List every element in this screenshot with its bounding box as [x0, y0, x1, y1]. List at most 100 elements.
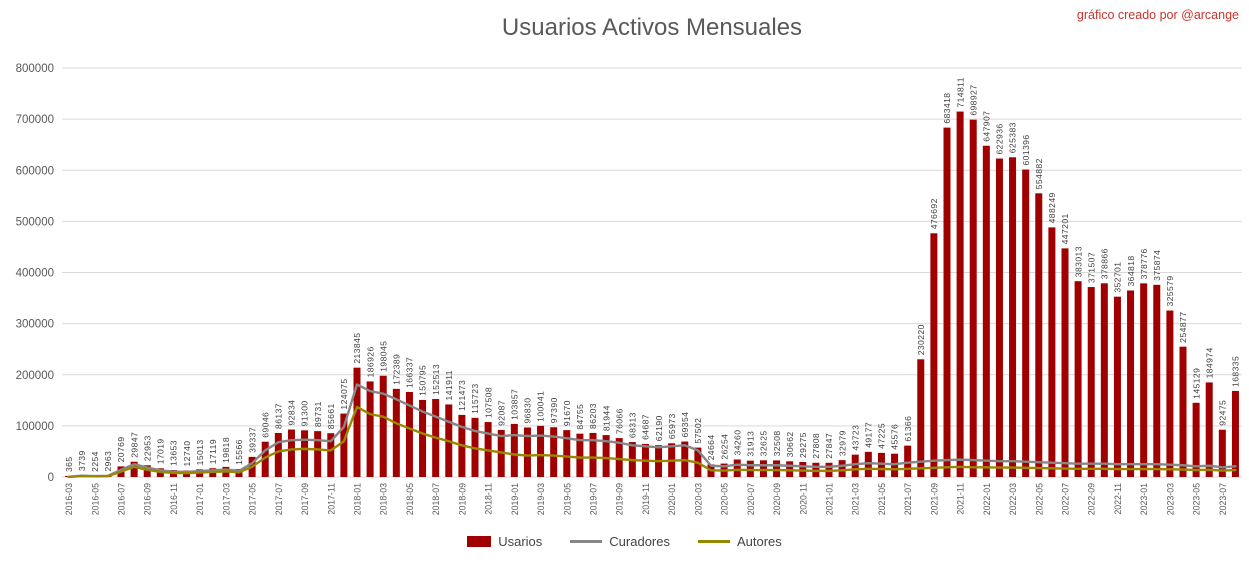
bar — [314, 431, 322, 477]
bar — [523, 427, 531, 477]
bar-value-label: 172389 — [392, 354, 402, 385]
x-axis-label: 2017-09 — [300, 483, 310, 515]
bar — [563, 430, 571, 477]
bar — [1192, 402, 1200, 477]
curadores-line — [67, 383, 1237, 479]
bar — [1127, 290, 1135, 477]
bar-value-label: 62190 — [654, 415, 664, 441]
bar-value-label: 86203 — [588, 403, 598, 429]
bar — [419, 399, 427, 477]
bar — [130, 461, 138, 477]
bar — [1074, 281, 1082, 477]
bar — [930, 233, 938, 477]
bar — [143, 465, 151, 477]
x-axis-label: 2023-07 — [1218, 483, 1228, 515]
bar — [877, 452, 885, 477]
legend: Usarios Curadores Autores — [0, 534, 1249, 549]
bar — [995, 158, 1003, 477]
bar-value-label: 476692 — [929, 198, 939, 229]
x-axis-label: 2018-05 — [405, 483, 415, 515]
x-axis-label: 2018-07 — [431, 483, 441, 515]
bar-value-label: 43723 — [850, 425, 860, 451]
x-axis-label: 2022-05 — [1034, 483, 1044, 515]
bar-value-label: 91300 — [300, 400, 310, 426]
bar-value-label: 325579 — [1165, 275, 1175, 306]
bar-value-label: 13653 — [169, 440, 179, 466]
x-axis-label: 2020-01 — [667, 483, 677, 515]
bar-value-label: 29847 — [129, 432, 139, 458]
bar-value-label: 49177 — [864, 422, 874, 448]
bar-value-label: 698927 — [968, 85, 978, 116]
bar-value-label: 81944 — [601, 405, 611, 431]
x-axis-label: 2022-11 — [1113, 483, 1123, 515]
bar-value-label: 19818 — [221, 437, 231, 463]
y-axis-label: 800000 — [16, 63, 54, 75]
x-axis-label: 2022-03 — [1008, 483, 1018, 515]
x-axis-label: 2021-11 — [956, 483, 966, 515]
bar — [340, 413, 348, 477]
legend-item-curadores: Curadores — [570, 534, 670, 549]
x-axis-label: 2022-07 — [1061, 483, 1071, 515]
bar-value-label: 166337 — [405, 357, 415, 388]
bar-value-label: 383013 — [1073, 246, 1083, 277]
bar-value-label: 121473 — [457, 380, 467, 411]
autores-line-icon — [697, 540, 730, 543]
x-axis-label: 2017-03 — [221, 483, 231, 515]
bar-value-label: 184974 — [1204, 347, 1214, 378]
bar — [1113, 296, 1121, 477]
bar-value-label: 186926 — [365, 346, 375, 377]
bar-value-label: 76066 — [614, 408, 624, 434]
bar-value-label: 69354 — [680, 412, 690, 438]
bar — [1100, 283, 1108, 477]
bar — [1140, 283, 1148, 477]
bar-value-label: 57502 — [693, 418, 703, 444]
x-axis-label: 2020-05 — [720, 483, 730, 515]
bar-value-label: 34260 — [732, 430, 742, 456]
y-axis-label: 400000 — [16, 268, 54, 280]
bar — [550, 427, 558, 477]
bar-value-label: 32979 — [837, 430, 847, 456]
bar — [773, 460, 781, 477]
bar-value-label: 15566 — [234, 439, 244, 465]
bar — [301, 430, 309, 477]
bar-value-label: 152513 — [431, 364, 441, 395]
x-axis-label: 2018-03 — [379, 483, 389, 515]
bar — [379, 375, 387, 477]
bar — [537, 425, 545, 477]
bar-value-label: 91670 — [562, 400, 572, 426]
bar — [1048, 227, 1056, 477]
x-axis-label: 2018-09 — [457, 483, 467, 515]
x-axis-label: 2018-01 — [353, 483, 363, 515]
bar-value-label: 29275 — [798, 432, 808, 458]
bar-value-label: 97390 — [549, 397, 559, 423]
bar-value-label: 2254 — [90, 451, 100, 472]
bar-value-label: 213845 — [352, 333, 362, 364]
bar-value-label: 488249 — [1047, 192, 1057, 223]
bar-value-label: 100041 — [536, 391, 546, 422]
x-axis-label: 2019-01 — [510, 483, 520, 515]
bar-value-label: 601396 — [1021, 134, 1031, 165]
y-axis-label: 0 — [48, 472, 54, 484]
x-axis-label: 2016-11 — [169, 483, 179, 515]
x-axis-label: 2020-07 — [746, 483, 756, 515]
bar-value-label: 141911 — [444, 370, 454, 400]
bar-value-label: 24664 — [706, 434, 716, 460]
bar-value-label: 17119 — [208, 439, 218, 464]
x-axis-label: 2021-09 — [929, 483, 939, 515]
bar-value-label: 84755 — [575, 404, 585, 430]
x-axis-label: 2019-11 — [641, 483, 651, 515]
bar-value-label: 254877 — [1178, 312, 1188, 343]
bar-value-label: 86137 — [274, 403, 284, 429]
bar-value-label: 107508 — [483, 387, 493, 418]
x-axis-label: 2019-07 — [589, 483, 599, 515]
x-axis-label: 2021-01 — [825, 483, 835, 515]
x-axis-label: 2019-03 — [536, 483, 546, 515]
bar — [943, 127, 951, 478]
bar-value-label: 31913 — [746, 431, 756, 457]
bar — [759, 460, 767, 477]
bar-value-label: 27847 — [824, 433, 834, 459]
bar — [405, 391, 413, 477]
curadores-line-icon — [570, 540, 603, 543]
